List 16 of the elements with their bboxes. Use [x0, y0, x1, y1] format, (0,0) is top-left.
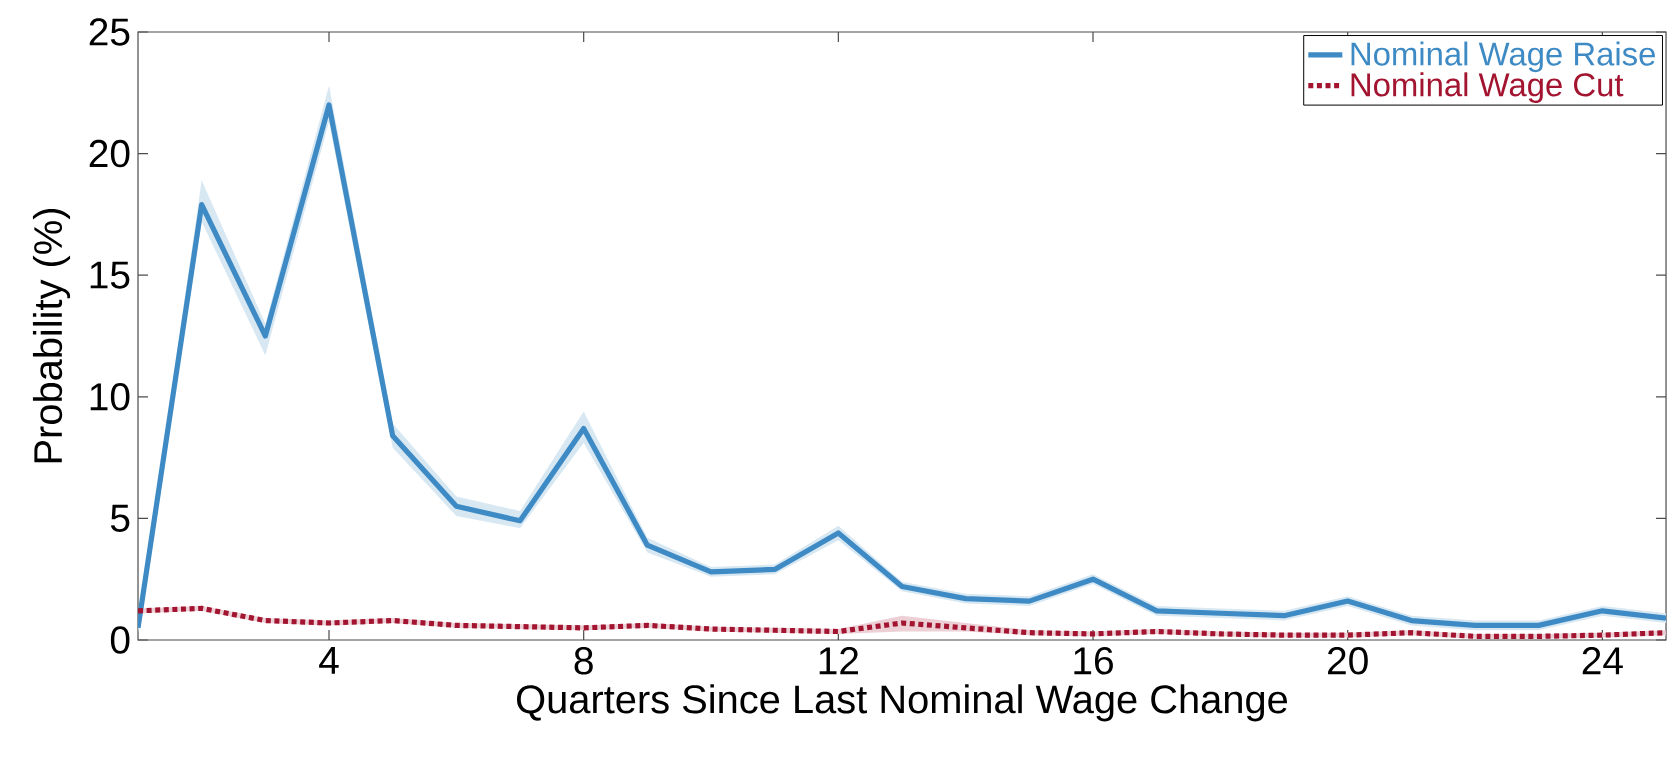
- x-tick-label: 20: [1328, 647, 1368, 675]
- x-tick-label: 8: [574, 647, 593, 675]
- x-axis-title: Quarters Since Last Nominal Wage Change: [517, 684, 1287, 722]
- y-tick-label: 15: [90, 261, 130, 289]
- x-tick-label: 16: [1074, 647, 1113, 675]
- y-tick-label: 0: [110, 626, 130, 654]
- x-tick-label: 12: [819, 647, 858, 675]
- y-axis-title: Probability (%): [32, 208, 71, 463]
- y-tick-label: 20: [89, 139, 130, 168]
- y-tick-label: 5: [110, 504, 130, 532]
- x-tick-label: 24: [1582, 647, 1623, 675]
- y-tick-label: 25: [89, 18, 130, 46]
- x-tick-label: 4: [319, 647, 339, 674]
- legend-label: Nominal Wage Cut: [1351, 72, 1624, 103]
- text: Nominal Wage Raise: [1351, 41, 1655, 73]
- y-tick-label: 10: [90, 383, 130, 411]
